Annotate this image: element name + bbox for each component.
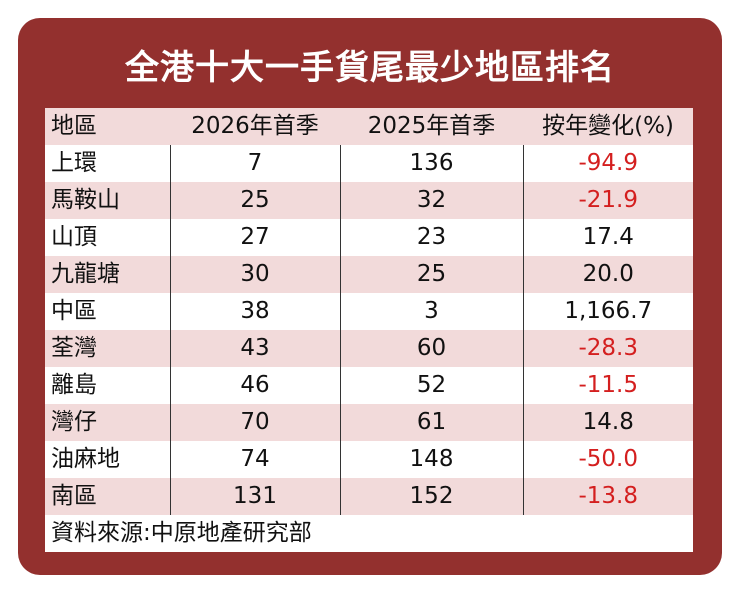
value-cell: 136 [339, 145, 523, 182]
value-cell: 3 [339, 293, 523, 330]
value-cell: 74 [169, 441, 340, 478]
table-row: 離島 46 52 -11.5 [45, 367, 693, 404]
value-cell: 25 [169, 182, 340, 219]
header-row: 地區 2026年首季 2025年首季 按年變化(%) [45, 108, 693, 145]
header-cell: 地區 [45, 108, 170, 145]
header-cell: 按年變化(%) [523, 108, 693, 145]
table-row: 灣仔 70 61 14.8 [45, 404, 693, 441]
table-row: 南區 131 152 -13.8 [45, 478, 693, 515]
table-row: 荃灣 43 60 -28.3 [45, 330, 693, 367]
district-cell: 九龍塘 [45, 256, 170, 293]
source-note: 資料來源:中原地產研究部 [51, 520, 312, 546]
value-cell: 23 [339, 219, 523, 256]
district-cell: 灣仔 [45, 404, 170, 441]
value-cell: 1,166.7 [522, 293, 693, 330]
value-cell: 148 [339, 441, 523, 478]
value-cell: 14.8 [522, 404, 693, 441]
value-cell: 32 [339, 182, 523, 219]
district-cell: 中區 [51, 298, 97, 324]
district-cell: 南區 [45, 478, 170, 515]
district-cell: 山頂 [51, 224, 97, 250]
panel: 全港十大一手貨尾最少地區排名 地區 2026年首季 2025年首季 按年變化(%) 上環… [18, 18, 722, 575]
table-row: 中區 38 3 1,166.7 [45, 293, 693, 330]
value-cell: 131 [169, 478, 340, 515]
title: 全港十大一手貨尾最少地區排名 [125, 48, 615, 88]
header-cell: 2025年首季 [340, 108, 523, 145]
value-cell: 17.4 [522, 219, 693, 256]
table-row: 山頂 27 23 17.4 [45, 219, 693, 256]
ranking-table: 地區 2026年首季 2025年首季 按年變化(%) 上環 7 136 -94.9 馬鞍山 25 3… [45, 108, 693, 552]
table-row: 油麻地 74 148 -50.0 [45, 441, 693, 478]
value-cell: 43 [169, 330, 340, 367]
value-cell: 25 [339, 256, 523, 293]
district-cell: 馬鞍山 [45, 182, 170, 219]
value-cell: 60 [339, 330, 523, 367]
value-cell: -13.8 [522, 478, 693, 515]
value-cell: 7 [169, 145, 340, 182]
value-cell: 38 [169, 293, 340, 330]
source-row: 資料來源:中原地產研究部 [45, 515, 693, 552]
table-row: 上環 7 136 -94.9 [45, 145, 693, 182]
district-cell: 油麻地 [51, 446, 120, 472]
value-cell: -11.5 [522, 367, 693, 404]
header-cell: 2026年首季 [170, 108, 340, 145]
value-cell: 152 [339, 478, 523, 515]
value-cell: 52 [339, 367, 523, 404]
value-cell: 27 [169, 219, 340, 256]
value-cell: 20.0 [522, 256, 693, 293]
value-cell: -28.3 [522, 330, 693, 367]
value-cell: 46 [169, 367, 340, 404]
district-cell: 上環 [51, 150, 97, 176]
district-cell: 荃灣 [45, 330, 170, 367]
value-cell: -50.0 [522, 441, 693, 478]
value-cell: -21.9 [522, 182, 693, 219]
district-cell: 離島 [51, 372, 97, 398]
value-cell: 61 [339, 404, 523, 441]
table-row: 馬鞍山 25 32 -21.9 [45, 182, 693, 219]
table-row: 九龍塘 30 25 20.0 [45, 256, 693, 293]
value-cell: 70 [169, 404, 340, 441]
value-cell: 30 [169, 256, 340, 293]
value-cell: -94.9 [522, 145, 693, 182]
